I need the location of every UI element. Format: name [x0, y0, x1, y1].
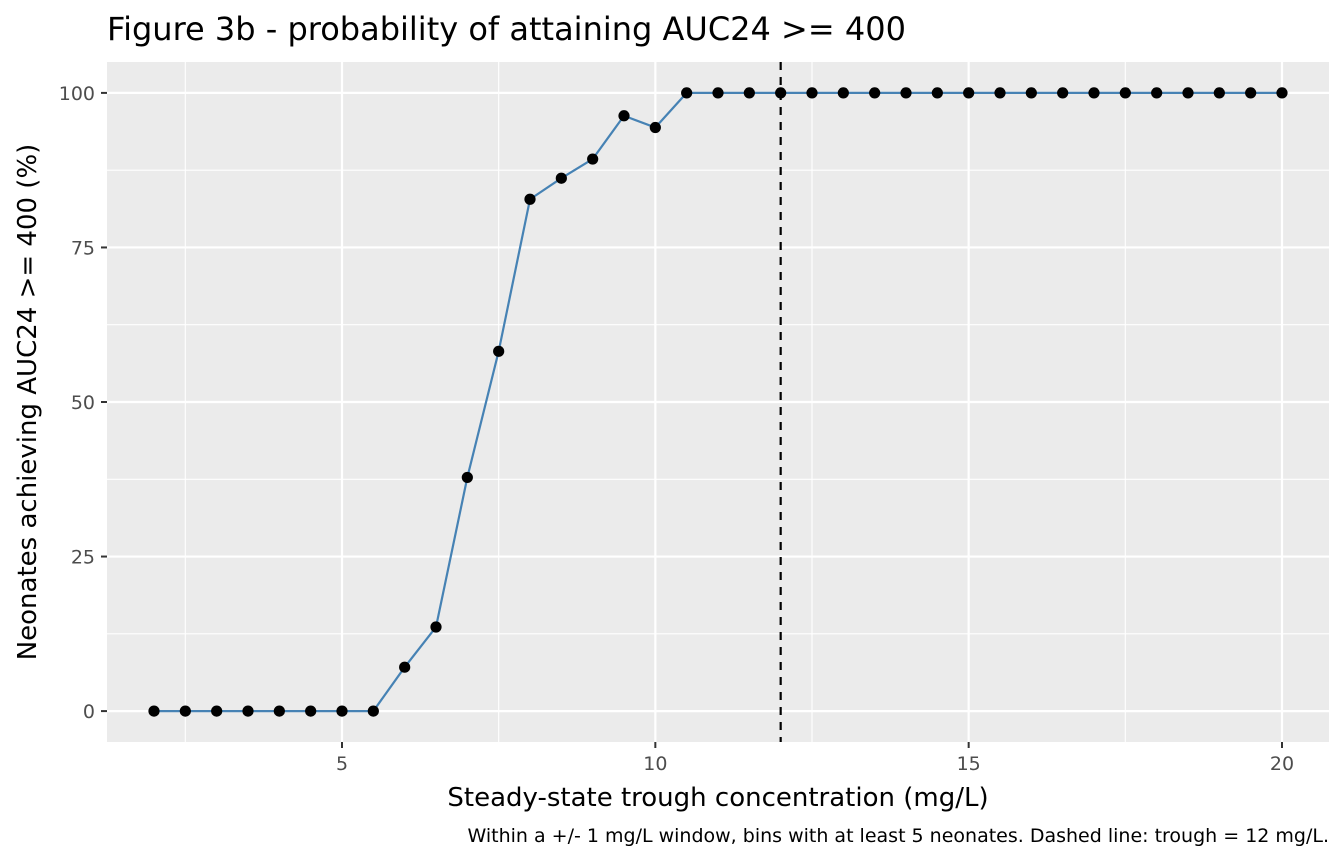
data-point — [963, 87, 975, 99]
data-point — [1119, 87, 1131, 99]
y-tick-label: 75 — [71, 237, 95, 259]
data-point — [430, 621, 442, 633]
data-point — [367, 705, 379, 717]
data-point — [524, 193, 536, 205]
major-gridlines — [107, 62, 1329, 742]
data-point — [1151, 87, 1163, 99]
y-tick-label: 25 — [71, 547, 95, 569]
data-point — [148, 705, 160, 717]
data-point — [994, 87, 1006, 99]
x-tick-label: 15 — [957, 753, 981, 775]
x-axis-title: Steady-state trough concentration (mg/L) — [447, 783, 988, 813]
data-point — [1057, 87, 1069, 99]
data-point — [775, 87, 787, 99]
data-point — [743, 87, 755, 99]
chart-caption: Within a +/- 1 mg/L window, bins with at… — [467, 825, 1329, 847]
data-point — [681, 87, 693, 99]
data-point — [900, 87, 912, 99]
data-point — [211, 705, 223, 717]
y-axis-title: Neonates achieving AUC24 >= 400 (%) — [13, 144, 43, 661]
y-tick-label: 50 — [71, 392, 95, 414]
data-point — [399, 661, 411, 673]
axis-ticks: 5 10 15 20 0 25 50 75 100 — [59, 83, 1294, 775]
data-point — [305, 705, 317, 717]
data-point — [555, 172, 567, 184]
data-point — [273, 705, 285, 717]
series-group — [148, 87, 1288, 717]
x-tick-label: 20 — [1270, 753, 1294, 775]
data-point — [1025, 87, 1037, 99]
data-point — [806, 87, 818, 99]
data-point — [587, 153, 599, 165]
data-point — [931, 87, 943, 99]
chart-title: Figure 3b - probability of attaining AUC… — [107, 10, 906, 48]
data-point — [336, 705, 348, 717]
x-tick-label: 10 — [643, 753, 667, 775]
data-point — [618, 110, 630, 122]
data-point — [712, 87, 724, 99]
data-point — [242, 705, 254, 717]
data-point — [461, 471, 473, 484]
data-point — [1182, 87, 1194, 99]
data-point — [1213, 87, 1225, 99]
data-point — [869, 87, 881, 99]
y-tick-label: 100 — [59, 83, 95, 105]
data-point — [649, 121, 661, 134]
y-tick-label: 0 — [83, 701, 95, 723]
data-point — [837, 87, 849, 99]
x-tick-label: 5 — [336, 753, 348, 775]
data-point — [1276, 87, 1288, 99]
data-point — [1088, 87, 1100, 99]
data-point — [179, 705, 191, 717]
data-point — [1245, 87, 1257, 99]
data-point — [493, 345, 505, 357]
